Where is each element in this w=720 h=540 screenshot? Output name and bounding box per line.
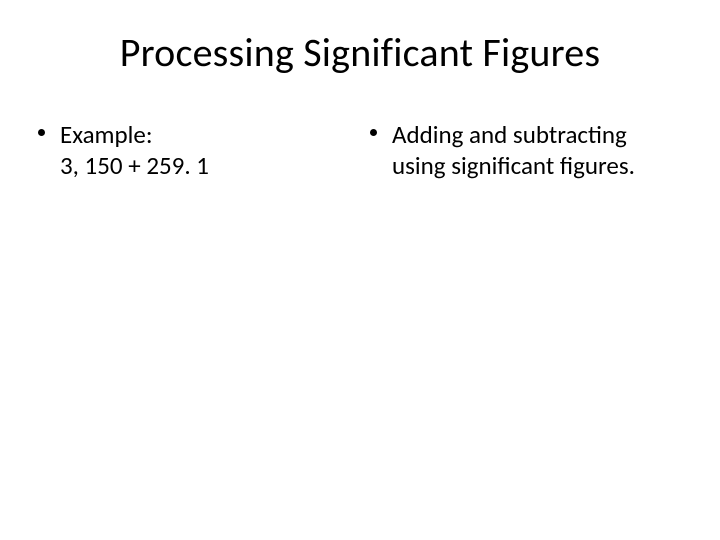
slide-title: Processing Significant Figures [38,28,682,77]
bullet-line: 3, 150 + 259. 1 [60,150,350,181]
bullet-text: Example: 3, 150 + 259. 1 [60,119,350,182]
bullet-line: Example: [60,119,350,150]
bullet-line: using significant figures. [392,150,682,181]
bullet-marker-icon [370,119,392,136]
bullet-text: Adding and subtracting using significant… [392,119,682,182]
bullet-line: Adding and subtracting [392,119,682,150]
column-right: Adding and subtracting using significant… [370,119,682,182]
bullet-item: Example: 3, 150 + 259. 1 [38,119,350,182]
slide: Processing Significant Figures Example: … [0,0,720,540]
slide-columns: Example: 3, 150 + 259. 1 Adding and subt… [38,119,682,182]
bullet-item: Adding and subtracting using significant… [370,119,682,182]
bullet-marker-icon [38,119,60,136]
column-left: Example: 3, 150 + 259. 1 [38,119,350,182]
